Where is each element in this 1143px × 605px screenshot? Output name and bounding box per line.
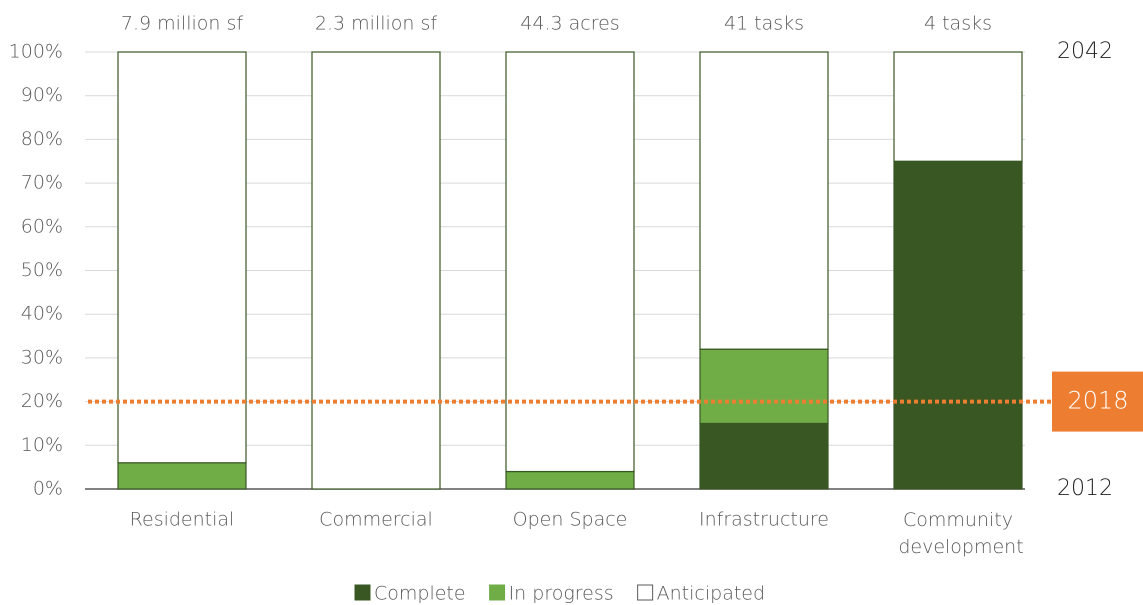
bar-segment: [699, 422, 829, 490]
legend-label: Anticipated: [657, 583, 765, 605]
y-tick-label: 70%: [21, 172, 63, 194]
x-tick-label: Infrastructure: [699, 509, 829, 531]
bar-segment: [117, 51, 247, 464]
start-label: 2012: [1057, 476, 1113, 501]
x-tick-label: Open Space: [513, 509, 628, 531]
reference-label: 2018: [1067, 387, 1128, 415]
x-tick-label-line: development: [892, 536, 1023, 558]
top-label: 7.9 million sf: [121, 13, 243, 35]
top-label: 41 tasks: [724, 13, 804, 35]
end-label: 2042: [1057, 39, 1113, 64]
y-tick-label: 50%: [21, 259, 63, 281]
y-tick-label: 0%: [33, 478, 63, 500]
y-tick-label: 60%: [21, 215, 63, 237]
reference-label-box: [1052, 371, 1143, 432]
top-label: 2.3 million sf: [315, 13, 437, 35]
y-tick-label: 100%: [9, 41, 63, 63]
bar-segment: [505, 51, 635, 473]
legend-swatch: [354, 584, 371, 601]
y-tick-label: 40%: [21, 303, 63, 325]
x-tick-label: Commercial: [319, 509, 433, 531]
legend-label: In progress: [509, 583, 614, 605]
top-label: 44.3 acres: [520, 13, 619, 35]
legend-swatch: [637, 584, 654, 601]
bar-segment: [893, 160, 1023, 490]
bar-segment: [699, 348, 829, 425]
y-tick-label: 30%: [21, 346, 63, 368]
y-tick-label: 80%: [21, 128, 63, 150]
x-tick-label: Community development: [892, 509, 1023, 558]
bar-segment: [505, 470, 635, 490]
x-tick-label-line: Community: [903, 509, 1013, 531]
y-tick-label: 10%: [21, 434, 63, 456]
bar-segment: [893, 51, 1023, 162]
bar-segment: [117, 462, 247, 490]
top-label: 4 tasks: [924, 13, 992, 35]
legend-label: Complete: [374, 583, 466, 605]
bar-segment: [311, 51, 441, 490]
y-tick-label: 20%: [21, 390, 63, 412]
bar-segment: [699, 51, 829, 350]
y-tick-label: 90%: [21, 84, 63, 106]
legend-swatch: [489, 584, 506, 601]
x-tick-label: Residential: [130, 509, 235, 531]
